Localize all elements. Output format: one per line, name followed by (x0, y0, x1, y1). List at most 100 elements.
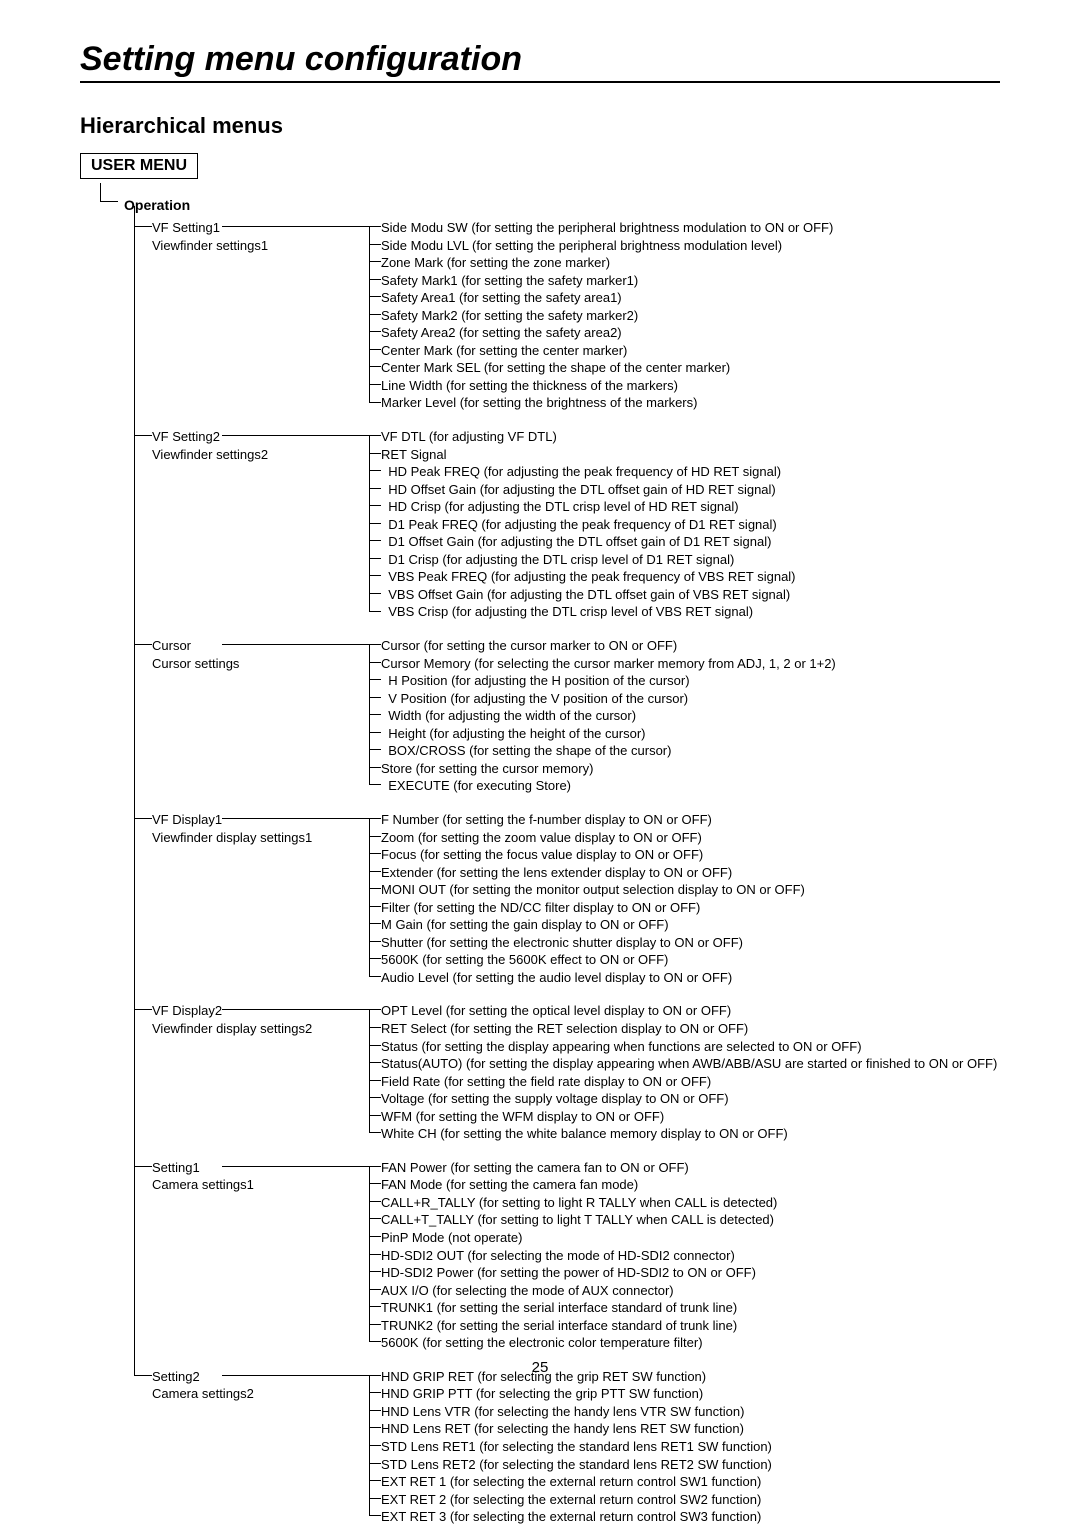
tree-connector (134, 818, 152, 819)
menu-item: HD Offset Gain (for adjusting the DTL of… (381, 481, 1000, 499)
tree-connector (369, 1027, 381, 1028)
tree-connector (369, 871, 381, 872)
menu-items-column: HND GRIP RET (for selecting the grip RET… (381, 1368, 1000, 1526)
menu-item: Field Rate (for setting the field rate d… (381, 1073, 1000, 1091)
tree-connector (222, 226, 369, 227)
menu-item: D1 Peak FREQ (for adjusting the peak fre… (381, 516, 1000, 534)
tree-connector (369, 749, 381, 750)
page-title: Setting menu configuration (80, 40, 1000, 83)
tree-connector (369, 575, 381, 576)
tree-connector (369, 453, 381, 454)
menu-item: Shutter (for setting the electronic shut… (381, 934, 1000, 952)
menu-item: HND GRIP RET (for selecting the grip RET… (381, 1368, 1000, 1386)
tree-connector (369, 836, 381, 837)
menu-item: Cursor (for setting the cursor marker to… (381, 637, 1000, 655)
tree-connector (134, 644, 152, 645)
menu-left-column: Setting1Camera settings1 (152, 1159, 357, 1194)
tree-connector (369, 470, 381, 471)
menu-item: WFM (for setting the WFM display to ON o… (381, 1108, 1000, 1126)
menu-items-column: Side Modu SW (for setting the peripheral… (381, 219, 1000, 412)
menu-desc: Camera settings2 (152, 1385, 357, 1403)
menu-name: Setting1 (152, 1159, 357, 1177)
menu-item: AUX I/O (for selecting the mode of AUX c… (381, 1282, 1000, 1300)
tree-connector (369, 818, 370, 976)
menu-item: Filter (for setting the ND/CC filter dis… (381, 899, 1000, 917)
tree-connector (369, 1009, 381, 1010)
menu-group: CursorCursor settings Cursor (for setting… (152, 637, 1000, 795)
menu-left-column: CursorCursor settings (152, 637, 357, 672)
tree-connector (369, 853, 381, 854)
tree-connector (369, 505, 381, 506)
operations-container: VF Setting1Viewfinder settings1Side Modu… (152, 219, 1000, 1526)
menu-item: 5600K (for setting the 5600K effect to O… (381, 951, 1000, 969)
menu-item: Width (for adjusting the width of the cu… (381, 707, 1000, 725)
tree-connector (369, 1427, 381, 1428)
menu-left-column: VF Display2Viewfinder display settings2 (152, 1002, 357, 1037)
tree-connector (369, 906, 381, 907)
tree-connector (100, 183, 101, 201)
menu-item: Center Mark SEL (for setting the shape o… (381, 359, 1000, 377)
menu-item: CALL+R_TALLY (for setting to light R TAL… (381, 1194, 1000, 1212)
menu-items-column: Cursor (for setting the cursor marker to… (381, 637, 1000, 795)
menu-item: White CH (for setting the white balance … (381, 1125, 1000, 1143)
tree-connector (369, 1166, 381, 1167)
user-menu-box: USER MENU (80, 153, 198, 179)
menu-name: Cursor (152, 637, 357, 655)
menu-item: RET Select (for setting the RET selectio… (381, 1020, 1000, 1038)
menu-item: TRUNK1 (for setting the serial interface… (381, 1299, 1000, 1317)
menu-left-column: VF Display1Viewfinder display settings1 (152, 811, 357, 846)
menu-item: Status(AUTO) (for setting the display ap… (381, 1055, 1000, 1073)
menu-item: Zone Mark (for setting the zone marker) (381, 254, 1000, 272)
tree-connector (369, 679, 381, 680)
tree-connector (369, 1201, 381, 1202)
tree-connector (369, 402, 381, 403)
tree-connector (369, 1498, 381, 1499)
menu-item: STD Lens RET2 (for selecting the standar… (381, 1456, 1000, 1474)
tree-connector (134, 1166, 152, 1167)
tree-connector (369, 1392, 381, 1393)
tree-connector (369, 767, 381, 768)
menu-item: Height (for adjusting the height of the … (381, 725, 1000, 743)
tree-connector (369, 644, 381, 645)
tree-connector (369, 331, 381, 332)
menu-item: MONI OUT (for setting the monitor output… (381, 881, 1000, 899)
tree-connector (100, 201, 118, 202)
tree-connector (369, 540, 381, 541)
menu-item: VBS Crisp (for adjusting the DTL crisp l… (381, 603, 1000, 621)
page-number: 25 (532, 1359, 549, 1376)
tree-connector (134, 435, 152, 436)
menu-name: Setting2 (152, 1368, 357, 1386)
menu-item: BOX/CROSS (for setting the shape of the … (381, 742, 1000, 760)
menu-item: PinP Mode (not operate) (381, 1229, 1000, 1247)
tree-connector (369, 784, 381, 785)
tree-connector (369, 1324, 381, 1325)
menu-item: HD Peak FREQ (for adjusting the peak fre… (381, 463, 1000, 481)
menu-item: STD Lens RET1 (for selecting the standar… (381, 1438, 1000, 1456)
tree-connector (134, 1009, 152, 1010)
menu-item: HD-SDI2 OUT (for selecting the mode of H… (381, 1247, 1000, 1265)
menu-item: Center Mark (for setting the center mark… (381, 342, 1000, 360)
menu-item: H Position (for adjusting the H position… (381, 672, 1000, 690)
menu-item: HND GRIP PTT (for selecting the grip PTT… (381, 1385, 1000, 1403)
menu-item: CALL+T_TALLY (for setting to light T TAL… (381, 1211, 1000, 1229)
tree-connector (369, 1463, 381, 1464)
menu-item: EXT RET 3 (for selecting the external re… (381, 1508, 1000, 1526)
menu-item: FAN Power (for setting the camera fan to… (381, 1159, 1000, 1177)
menu-items-column: FAN Power (for setting the camera fan to… (381, 1159, 1000, 1352)
tree-connector (369, 888, 381, 889)
tree-connector (369, 488, 381, 489)
tree-connector (369, 1183, 381, 1184)
tree-root: Operation VF Setting1Viewfinder settings… (100, 197, 1000, 1526)
tree-connector (369, 261, 381, 262)
menu-item: TRUNK2 (for setting the serial interface… (381, 1317, 1000, 1335)
tree-connector (369, 611, 381, 612)
menu-item: Zoom (for setting the zoom value display… (381, 829, 1000, 847)
menu-item: Store (for setting the cursor memory) (381, 760, 1000, 778)
menu-group: VF Setting2Viewfinder settings2VF DTL (f… (152, 428, 1000, 621)
menu-group: VF Display2Viewfinder display settings2 O… (152, 1002, 1000, 1142)
tree-connector (369, 1289, 381, 1290)
menu-item: OPT Level (for setting the optical level… (381, 1002, 1000, 1020)
tree-connector (369, 523, 381, 524)
tree-connector (134, 1375, 152, 1376)
tree-connector (369, 1410, 381, 1411)
